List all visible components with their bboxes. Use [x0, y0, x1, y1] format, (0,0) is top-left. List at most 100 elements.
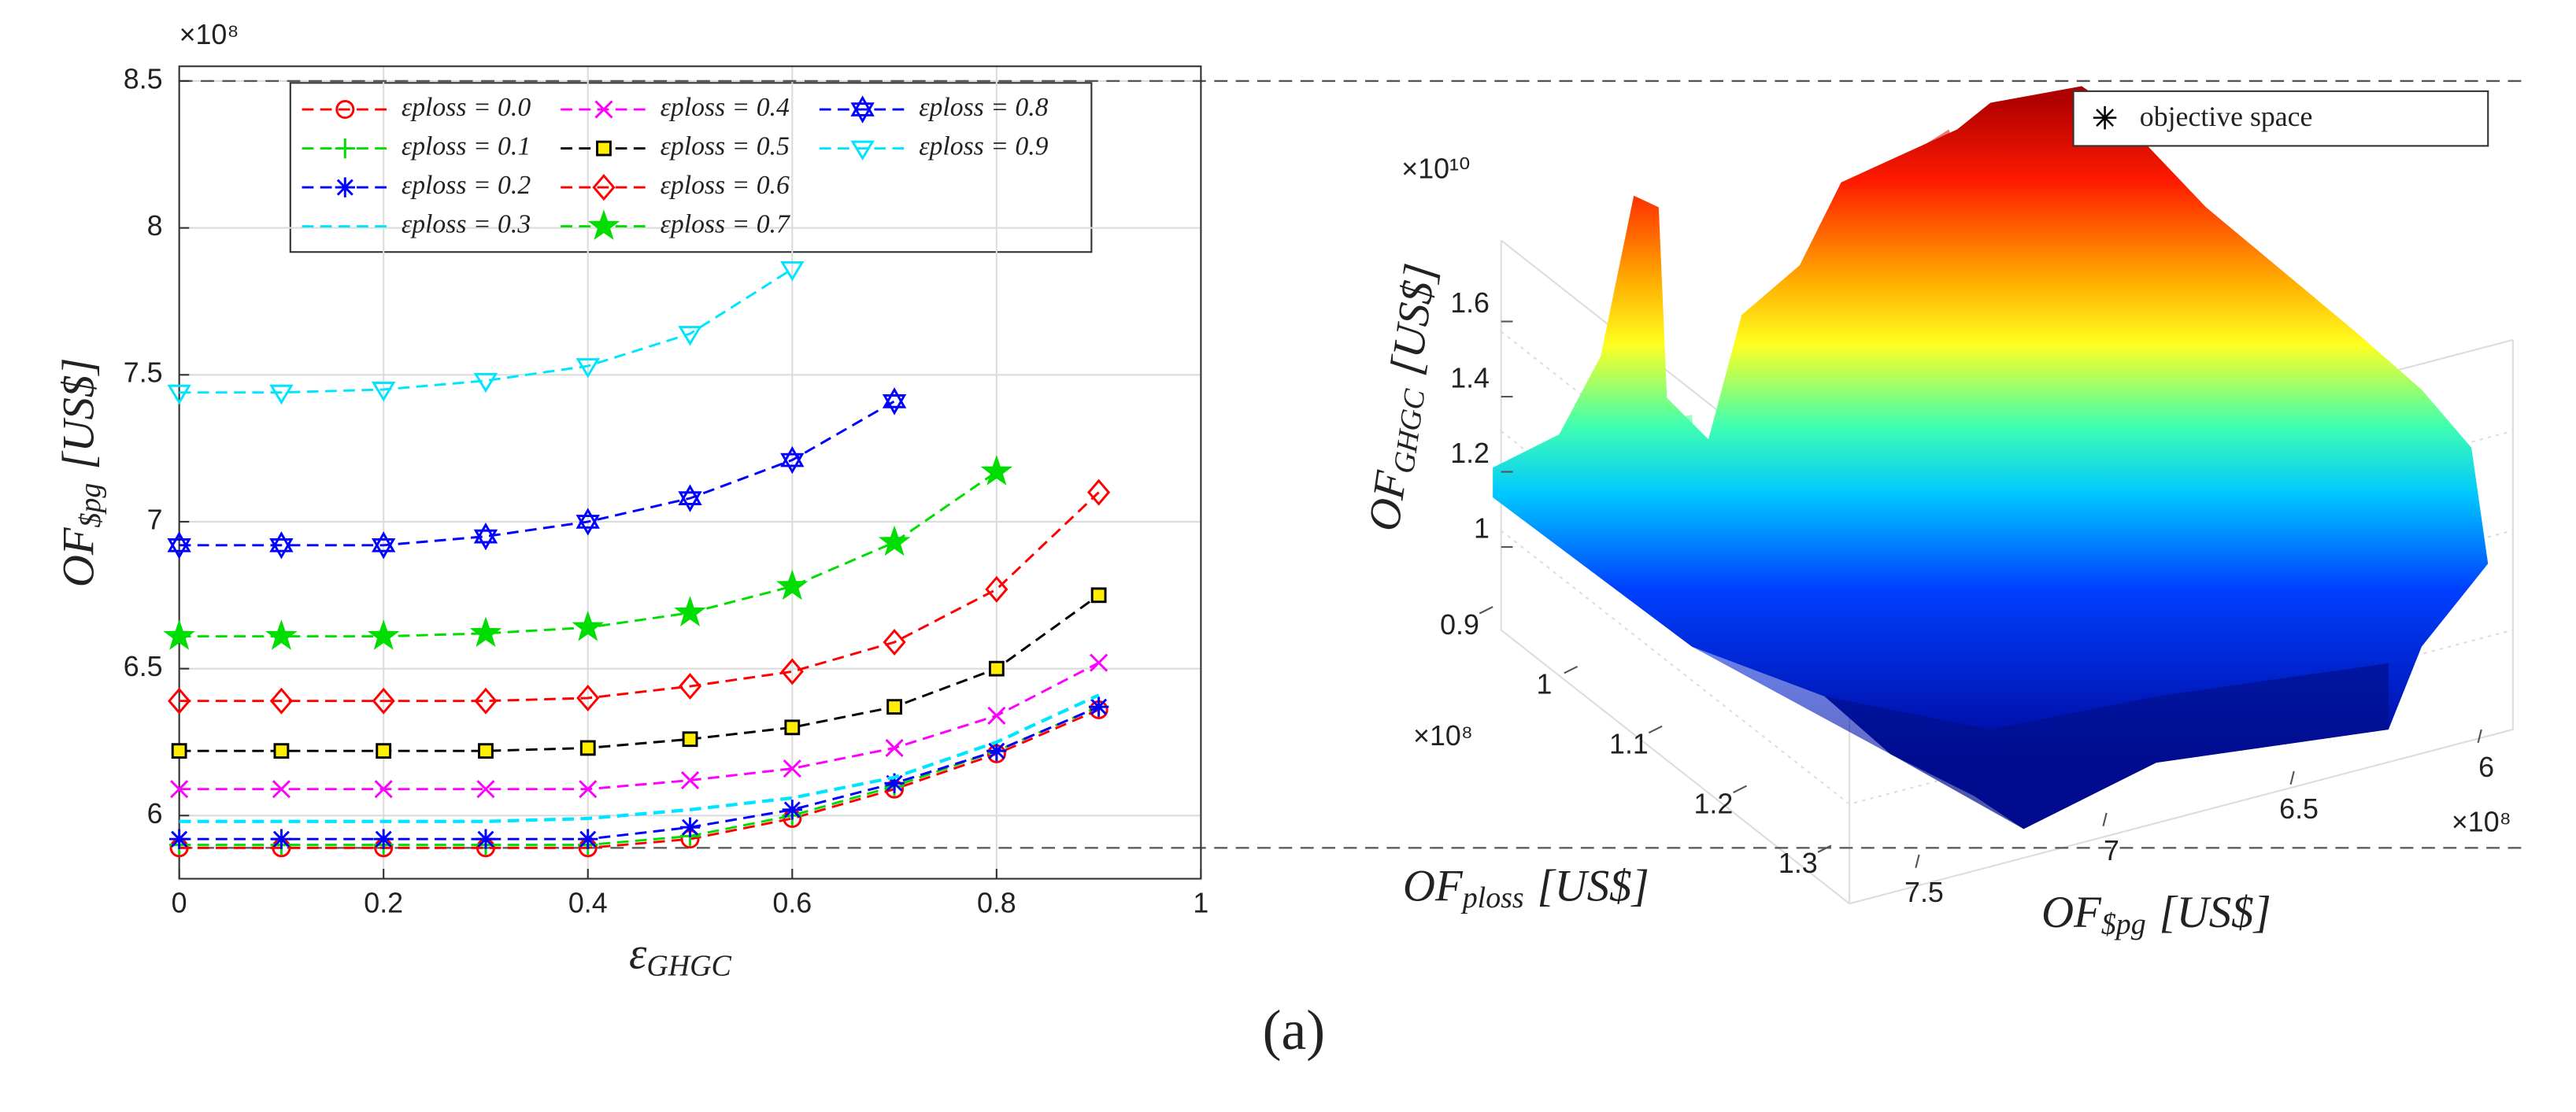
legend-label: εploss = 0.7 [661, 209, 790, 238]
marker [576, 358, 600, 379]
y-exponent: ×10⁸ [2452, 807, 2511, 838]
series-line [179, 708, 1100, 849]
legend-label: εploss = 0.1 [402, 131, 531, 161]
x-tick [1564, 665, 1579, 674]
marker [782, 800, 802, 820]
marker [372, 687, 395, 715]
x-exponent: ×10⁸ [1413, 720, 1473, 752]
surface [1493, 86, 2489, 829]
y-tick [2102, 812, 2108, 827]
legend-label: εploss = 0.8 [919, 93, 1048, 122]
marker [679, 817, 701, 837]
marker [374, 780, 393, 799]
marker [272, 780, 291, 799]
marker [980, 455, 1013, 486]
y-tick-label: 8.5 [124, 63, 163, 94]
x-tick-label: 1 [1193, 888, 1208, 919]
y-tick-label: 6.5 [2279, 793, 2319, 825]
marker [674, 596, 706, 626]
marker [163, 619, 195, 650]
x-tick-label: 0.2 [364, 888, 403, 919]
marker [678, 673, 702, 700]
legend-marker [2093, 105, 2117, 130]
marker [269, 384, 294, 405]
z-axis-label-base: OF [1359, 467, 1416, 534]
marker [988, 660, 1005, 677]
marker [587, 209, 620, 240]
y-axis-label-base: OF [2041, 888, 2102, 937]
z-tick-label: 1.4 [1450, 362, 1490, 393]
marker [576, 508, 600, 536]
marker [372, 531, 396, 560]
y-tick-label: 7.5 [1904, 877, 1944, 908]
legend-label: εploss = 0.3 [402, 209, 531, 238]
x-tick [1648, 725, 1663, 734]
y-axis-label: OF$pg [US$] [54, 358, 106, 588]
marker [985, 575, 1009, 603]
marker [596, 140, 612, 157]
x-axis-label-base: OF [1403, 861, 1464, 911]
marker [473, 522, 498, 551]
x-axis-label: OFploss [US$] [1403, 861, 1649, 914]
marker [473, 372, 498, 393]
y-tick [1915, 854, 1920, 868]
x-tick-label: 1.2 [1693, 788, 1733, 819]
x-axis-label-unit: [US$] [1538, 861, 1649, 911]
marker [269, 687, 293, 715]
y-tick-label: 7.5 [124, 357, 163, 389]
x-axis-label-base: ε [629, 929, 647, 979]
y-axis-label-base: OF [54, 526, 103, 587]
y-axis-label: OF$pg [US$] [2041, 888, 2271, 940]
x-axis-label-sub: GHGC [646, 949, 731, 982]
y-axis-label-sub: $pg [74, 483, 107, 528]
y-tick-label: 7 [2104, 835, 2119, 866]
marker [594, 100, 613, 119]
x-tick-label: 1 [1537, 669, 1553, 700]
marker [373, 829, 394, 849]
marker [1090, 587, 1107, 604]
x-tick-label: 0.9 [1440, 609, 1479, 641]
marker [579, 780, 598, 799]
marker [884, 773, 905, 793]
y-tick [2477, 729, 2482, 744]
marker [1087, 478, 1111, 506]
marker [167, 384, 191, 405]
marker [850, 95, 875, 124]
x-tick-label: 1.1 [1609, 728, 1649, 759]
marker [171, 743, 187, 759]
marker [474, 687, 498, 715]
marker [335, 177, 355, 198]
legend-label: εploss = 0.5 [661, 131, 790, 161]
x-tick [1817, 844, 1832, 853]
marker [885, 738, 904, 758]
marker [850, 140, 875, 161]
series-line [179, 491, 1100, 703]
marker [883, 629, 906, 656]
marker [780, 445, 805, 475]
marker [371, 382, 396, 402]
legend-label: εploss = 0.0 [402, 93, 531, 122]
legend-label: εploss = 0.6 [661, 171, 790, 200]
marker [780, 260, 805, 282]
legend-label: εploss = 0.2 [402, 171, 531, 200]
surface-shadow [1824, 663, 2389, 829]
marker [469, 616, 502, 648]
marker [775, 569, 809, 600]
y-axis-label-sub: $pg [2101, 907, 2146, 940]
z-tick-label: 1.2 [1450, 438, 1490, 469]
series-line [179, 661, 1100, 791]
marker [572, 611, 605, 641]
marker [682, 731, 698, 748]
y-tick-label: 6 [2478, 752, 2494, 783]
y-tick [2289, 770, 2295, 785]
marker [269, 531, 294, 560]
z-exponent: ×10¹⁰ [1401, 153, 1470, 184]
marker [168, 829, 190, 849]
y-axis-label-unit: [US$] [54, 358, 103, 470]
x-axis-label-sub: ploss [1460, 881, 1524, 914]
marker [478, 743, 494, 759]
marker [783, 759, 801, 778]
marker [882, 387, 907, 416]
marker [678, 326, 702, 346]
marker [265, 619, 298, 650]
